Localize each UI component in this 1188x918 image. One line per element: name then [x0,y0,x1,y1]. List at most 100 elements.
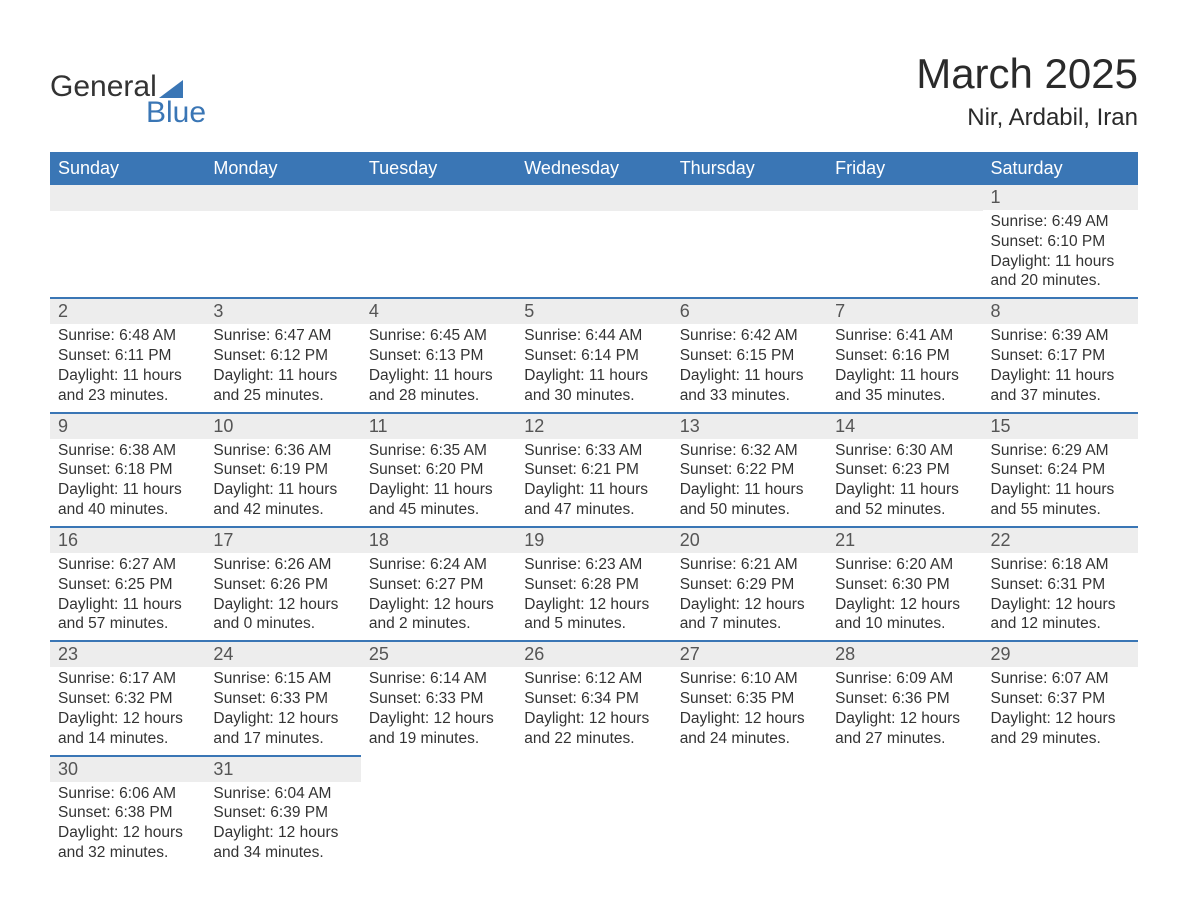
day-number: 21 [827,528,982,553]
sunrise-line: Sunrise: 6:35 AM [369,441,508,461]
sunrise-line: Sunrise: 6:32 AM [680,441,819,461]
daylight-line: Daylight: 11 hours and 23 minutes. [58,366,197,406]
day-header: Saturday [983,152,1138,185]
sunrise-line: Sunrise: 6:39 AM [991,326,1130,346]
logo-word-general: General [50,70,157,104]
day-number: 8 [983,299,1138,324]
day-number: 3 [205,299,360,324]
day-number: 18 [361,528,516,553]
day-number: 16 [50,528,205,553]
calendar-cell: 31Sunrise: 6:04 AMSunset: 6:39 PMDayligh… [205,756,360,869]
sunset-line: Sunset: 6:10 PM [991,232,1130,252]
daylight-line: Daylight: 11 hours and 25 minutes. [213,366,352,406]
day-number: 13 [672,414,827,439]
day-number: 28 [827,642,982,667]
day-number: 6 [672,299,827,324]
calendar-week: 1Sunrise: 6:49 AMSunset: 6:10 PMDaylight… [50,185,1138,298]
daylight-line: Daylight: 12 hours and 14 minutes. [58,709,197,749]
sunrise-line: Sunrise: 6:49 AM [991,212,1130,232]
daylight-line: Daylight: 11 hours and 33 minutes. [680,366,819,406]
calendar-cell [827,185,982,298]
daylight-line: Daylight: 11 hours and 52 minutes. [835,480,974,520]
calendar-week: 2Sunrise: 6:48 AMSunset: 6:11 PMDaylight… [50,298,1138,412]
sunrise-line: Sunrise: 6:07 AM [991,669,1130,689]
day-number: 12 [516,414,671,439]
daylight-line: Daylight: 12 hours and 17 minutes. [213,709,352,749]
sunset-line: Sunset: 6:27 PM [369,575,508,595]
sunset-line: Sunset: 6:37 PM [991,689,1130,709]
day-number: 23 [50,642,205,667]
day-details: Sunrise: 6:07 AMSunset: 6:37 PMDaylight:… [983,667,1138,754]
day-details: Sunrise: 6:06 AMSunset: 6:38 PMDaylight:… [50,782,205,869]
day-details: Sunrise: 6:23 AMSunset: 6:28 PMDaylight:… [516,553,671,640]
sunset-line: Sunset: 6:11 PM [58,346,197,366]
calendar-cell [361,756,516,869]
day-number: 10 [205,414,360,439]
daylight-line: Daylight: 11 hours and 30 minutes. [524,366,663,406]
daylight-line: Daylight: 12 hours and 12 minutes. [991,595,1130,635]
location-subtitle: Nir, Ardabil, Iran [916,104,1138,132]
daylight-line: Daylight: 12 hours and 10 minutes. [835,595,974,635]
sunrise-line: Sunrise: 6:48 AM [58,326,197,346]
sunrise-line: Sunrise: 6:15 AM [213,669,352,689]
title-block: March 2025 Nir, Ardabil, Iran [916,50,1138,132]
sunset-line: Sunset: 6:24 PM [991,460,1130,480]
day-details: Sunrise: 6:44 AMSunset: 6:14 PMDaylight:… [516,324,671,411]
logo-word-blue: Blue [146,96,206,130]
day-number-empty [672,185,827,211]
day-number: 14 [827,414,982,439]
sunset-line: Sunset: 6:35 PM [680,689,819,709]
sunrise-line: Sunrise: 6:33 AM [524,441,663,461]
sunset-line: Sunset: 6:33 PM [369,689,508,709]
day-details: Sunrise: 6:26 AMSunset: 6:26 PMDaylight:… [205,553,360,640]
calendar-week: 9Sunrise: 6:38 AMSunset: 6:18 PMDaylight… [50,413,1138,527]
sunset-line: Sunset: 6:33 PM [213,689,352,709]
day-number: 2 [50,299,205,324]
calendar-cell: 28Sunrise: 6:09 AMSunset: 6:36 PMDayligh… [827,641,982,755]
daylight-line: Daylight: 12 hours and 29 minutes. [991,709,1130,749]
daylight-line: Daylight: 11 hours and 55 minutes. [991,480,1130,520]
sunset-line: Sunset: 6:34 PM [524,689,663,709]
day-details: Sunrise: 6:30 AMSunset: 6:23 PMDaylight:… [827,439,982,526]
sunrise-line: Sunrise: 6:12 AM [524,669,663,689]
sunrise-line: Sunrise: 6:36 AM [213,441,352,461]
daylight-line: Daylight: 11 hours and 50 minutes. [680,480,819,520]
calendar-cell: 13Sunrise: 6:32 AMSunset: 6:22 PMDayligh… [672,413,827,527]
logo-sail-icon [159,80,183,98]
day-details: Sunrise: 6:35 AMSunset: 6:20 PMDaylight:… [361,439,516,526]
calendar-cell: 3Sunrise: 6:47 AMSunset: 6:12 PMDaylight… [205,298,360,412]
calendar-cell: 23Sunrise: 6:17 AMSunset: 6:32 PMDayligh… [50,641,205,755]
calendar-cell: 16Sunrise: 6:27 AMSunset: 6:25 PMDayligh… [50,527,205,641]
daylight-line: Daylight: 11 hours and 47 minutes. [524,480,663,520]
calendar-cell: 20Sunrise: 6:21 AMSunset: 6:29 PMDayligh… [672,527,827,641]
sunrise-line: Sunrise: 6:42 AM [680,326,819,346]
day-header: Wednesday [516,152,671,185]
calendar-cell: 15Sunrise: 6:29 AMSunset: 6:24 PMDayligh… [983,413,1138,527]
day-header: Tuesday [361,152,516,185]
day-number: 19 [516,528,671,553]
day-number: 11 [361,414,516,439]
sunset-line: Sunset: 6:13 PM [369,346,508,366]
calendar-cell: 1Sunrise: 6:49 AMSunset: 6:10 PMDaylight… [983,185,1138,298]
day-header: Sunday [50,152,205,185]
sunset-line: Sunset: 6:19 PM [213,460,352,480]
day-details: Sunrise: 6:17 AMSunset: 6:32 PMDaylight:… [50,667,205,754]
sunrise-line: Sunrise: 6:44 AM [524,326,663,346]
calendar-cell: 5Sunrise: 6:44 AMSunset: 6:14 PMDaylight… [516,298,671,412]
sunset-line: Sunset: 6:32 PM [58,689,197,709]
day-details: Sunrise: 6:38 AMSunset: 6:18 PMDaylight:… [50,439,205,526]
day-number: 1 [983,185,1138,210]
day-details: Sunrise: 6:42 AMSunset: 6:15 PMDaylight:… [672,324,827,411]
sunrise-line: Sunrise: 6:26 AM [213,555,352,575]
day-number-empty [205,185,360,211]
daylight-line: Daylight: 12 hours and 34 minutes. [213,823,352,863]
daylight-line: Daylight: 12 hours and 22 minutes. [524,709,663,749]
day-header: Thursday [672,152,827,185]
sunrise-line: Sunrise: 6:29 AM [991,441,1130,461]
header: General Blue March 2025 Nir, Ardabil, Ir… [50,50,1138,132]
daylight-line: Daylight: 11 hours and 42 minutes. [213,480,352,520]
calendar-week: 30Sunrise: 6:06 AMSunset: 6:38 PMDayligh… [50,756,1138,869]
sunrise-line: Sunrise: 6:47 AM [213,326,352,346]
calendar-cell: 6Sunrise: 6:42 AMSunset: 6:15 PMDaylight… [672,298,827,412]
sunset-line: Sunset: 6:22 PM [680,460,819,480]
